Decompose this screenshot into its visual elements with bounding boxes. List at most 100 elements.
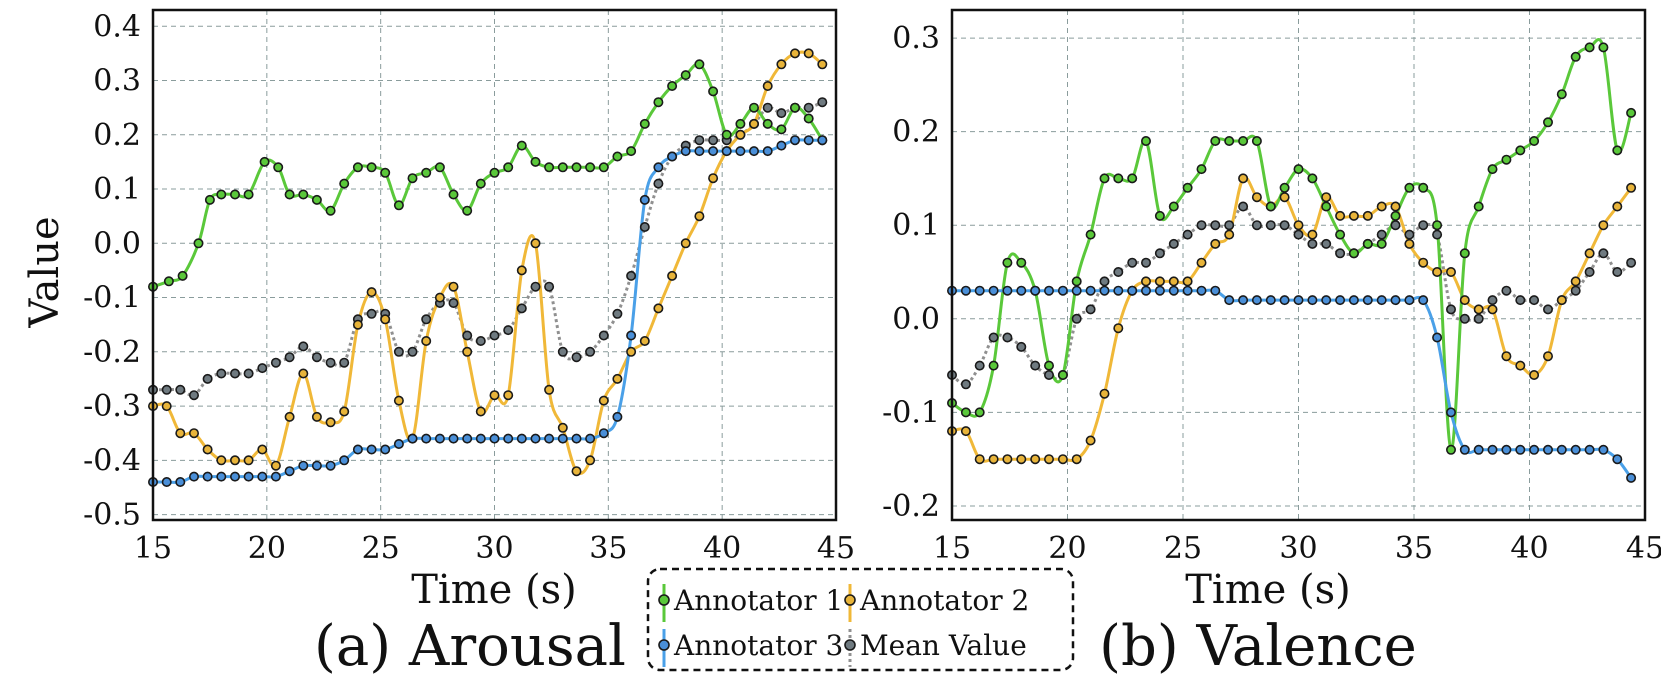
- valence-annotator-1-point: [1293, 164, 1304, 175]
- valence-annotator-2-point: [1196, 257, 1207, 268]
- arousal-annotator-1-point: [694, 59, 705, 70]
- arousal-annotator-2-point: [216, 455, 227, 466]
- valence-x-tick-label: 40: [1510, 531, 1548, 566]
- valence-annotator-2-point: [1251, 192, 1262, 203]
- arousal-mean-value-point: [489, 330, 500, 341]
- arousal-mean-value-point: [230, 368, 241, 379]
- arousal-annotator-2-point: [339, 406, 350, 417]
- arousal-annotator-2-point: [612, 373, 623, 384]
- arousal-annotator-1-point: [667, 81, 678, 92]
- arousal-mean-value-point: [284, 352, 295, 363]
- valence-annotator-1-point: [1598, 42, 1609, 53]
- arousal-annotator-2-point: [694, 211, 705, 222]
- valence-annotator-1-point: [1168, 201, 1179, 212]
- arousal-annotator-1-point: [544, 162, 555, 173]
- arousal-annotator-2-point: [667, 270, 678, 281]
- arousal-annotator-3-point: [175, 476, 186, 487]
- arousal-annotator-1-point: [352, 162, 363, 173]
- arousal-mean-value-point: [311, 352, 322, 363]
- arousal-mean-value-point: [585, 346, 596, 357]
- valence-annotator-2-point: [1085, 435, 1096, 446]
- arousal-annotator-3-point: [667, 151, 678, 162]
- arousal-annotator-2-point: [161, 401, 172, 412]
- valence-annotator-3-point: [1238, 295, 1249, 306]
- valence-annotator-1-point: [1196, 164, 1207, 175]
- valence-annotator-2-point: [1293, 220, 1304, 231]
- arousal-annotator-3-point: [817, 135, 828, 146]
- valence-annotator-3-point: [1446, 407, 1457, 418]
- arousal-annotator-2-point: [257, 444, 268, 455]
- valence-annotator-3-point: [1016, 285, 1027, 296]
- valence-annotator-2-point: [1113, 323, 1124, 334]
- arousal-mean-value-point: [653, 178, 664, 189]
- arousal-annotator-2-point: [598, 395, 609, 406]
- arousal-annotator-2-point: [557, 422, 568, 433]
- arousal-annotator-1-point: [626, 146, 637, 157]
- arousal-annotator-1-point: [284, 189, 295, 200]
- arousal-annotator-2-point: [325, 417, 336, 428]
- arousal-annotator-3-point: [352, 444, 363, 455]
- valence-annotator-1-point: [1141, 136, 1152, 147]
- arousal-annotator-3-point: [557, 433, 568, 444]
- arousal-annotator-3-point: [708, 146, 719, 157]
- valence-annotator-2-point: [1362, 210, 1373, 221]
- arousal-y-tick-label: -0.3: [83, 389, 141, 424]
- legend-box: [646, 567, 1075, 672]
- valence-annotator-2-point: [1279, 192, 1290, 203]
- arousal-annotator-3-point: [653, 162, 664, 173]
- valence-annotator-3-point: [1127, 285, 1138, 296]
- arousal-caption: (a) Arousal: [314, 614, 626, 679]
- arousal-mean-value-point: [216, 368, 227, 379]
- arousal-mean-value-point: [161, 384, 172, 395]
- arousal-x-tick-label: 20: [248, 531, 286, 566]
- valence-annotator-1-point: [1113, 173, 1124, 184]
- arousal-annotator-2-point: [311, 411, 322, 422]
- arousal-annotator-1-point: [366, 162, 377, 173]
- valence-annotator-3-point: [1487, 444, 1498, 455]
- valence-x-tick-label: 45: [1626, 531, 1661, 566]
- valence-annotator-2-point: [960, 426, 971, 437]
- arousal-annotator-3-point: [530, 433, 541, 444]
- annotator-1-legend-label: Annotator 1: [673, 584, 843, 617]
- arousal-annotator-3-point: [202, 471, 213, 482]
- valence-mean-value-point: [1002, 332, 1013, 343]
- valence-annotator-2-point: [1515, 360, 1526, 371]
- valence-annotator-1-point: [1473, 201, 1484, 212]
- arousal-annotator-3-point: [216, 471, 227, 482]
- arousal-mean-value-point: [762, 102, 773, 113]
- arousal-annotator-1-point: [557, 162, 568, 173]
- valence-mean-value-point: [974, 360, 985, 371]
- arousal-annotator-2-point: [503, 390, 514, 401]
- valence-annotator-3-point: [1113, 285, 1124, 296]
- valence-annotator-2-point: [1030, 454, 1041, 465]
- valence-y-tick-label: 0.3: [892, 21, 940, 56]
- arousal-annotator-1-point: [163, 276, 174, 287]
- valence-annotator-3-point: [1598, 444, 1609, 455]
- valence-annotator-2-point: [1501, 351, 1512, 362]
- arousal-annotator-3-point: [776, 140, 787, 151]
- legend: Annotator 1 Annotator 2 Annotator 3 Mean Va…: [646, 567, 1075, 672]
- valence-annotator-3-point: [1279, 295, 1290, 306]
- valence-mean-value-point: [1224, 220, 1235, 231]
- valence-y-tick-labels: -0.2 -0.1 0.0 0.1 0.2 0.3: [882, 21, 940, 524]
- arousal-annotator-2-point: [803, 48, 814, 59]
- arousal-y-tick-label: -0.2: [83, 335, 141, 370]
- valence-caption: (b) Valence: [1099, 614, 1417, 679]
- arousal-annotator-3-point: [585, 433, 596, 444]
- valence-annotator-1-point: [1390, 210, 1401, 221]
- valence-y-tick-label: 0.2: [892, 115, 940, 150]
- valence-mean-value-point: [1113, 266, 1124, 277]
- valence-mean-value-point: [1376, 229, 1387, 240]
- valence-mean-value-point: [1030, 360, 1041, 371]
- valence-y-tick-label: -0.1: [882, 395, 940, 430]
- arousal-mean-value-point: [503, 325, 514, 336]
- arousal-annotator-2-point: [243, 455, 254, 466]
- valence-plot-frame: [950, 8, 1647, 522]
- valence-mean-value-point: [1584, 266, 1595, 277]
- valence-annotator-1-point: [1376, 238, 1387, 249]
- arousal-mean-value-point: [803, 102, 814, 113]
- arousal-annotator-2-point: [708, 173, 719, 184]
- valence-annotator-1-point: [960, 407, 971, 418]
- valence-mean-value-point: [960, 379, 971, 390]
